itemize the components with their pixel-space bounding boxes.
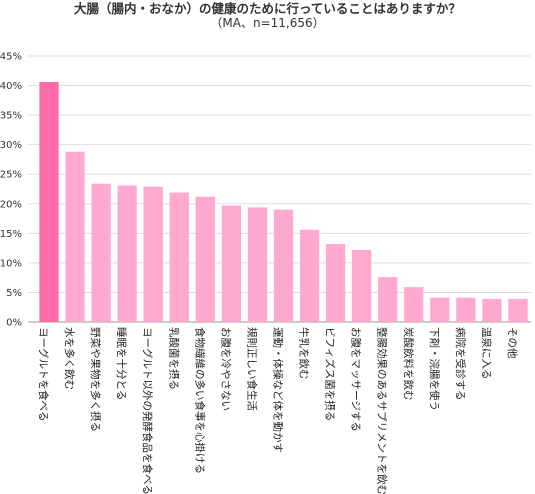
y-tick-label: 20%	[0, 199, 22, 210]
y-tick-label: 35%	[0, 111, 22, 122]
x-tick-label: 水を多く飲む	[63, 327, 76, 390]
x-tick-label: 睡眠を十分とる	[115, 327, 128, 401]
y-tick-label: 0%	[6, 318, 22, 329]
bar	[221, 205, 242, 322]
bar	[456, 297, 476, 322]
x-tick-label: 病院を受診する	[454, 327, 467, 401]
x-tick-label: 下剤・浣腸を使う	[428, 327, 441, 411]
bar	[39, 82, 59, 323]
x-tick-label: お腹を冷やさない	[219, 327, 232, 411]
bar	[325, 243, 346, 322]
bar	[169, 192, 189, 322]
x-axis-ticks: ヨーグルトを食べる 水を多く飲む 野菜や果物を多く摂る 睡眠を十分とる ヨーグルト以外の…	[37, 327, 519, 494]
bar	[299, 229, 320, 322]
bar	[273, 209, 294, 322]
y-tick-label: 25%	[0, 170, 22, 181]
x-tick-label: ビフィズス菌を摂る	[324, 327, 337, 421]
bars	[39, 82, 528, 323]
bar	[430, 297, 450, 322]
x-tick-label: 温泉に入る	[480, 327, 493, 379]
gridlines	[28, 55, 531, 323]
y-tick-label: 15%	[0, 229, 22, 240]
y-tick-label: 45%	[0, 52, 22, 63]
x-tick-label: 乳酸菌を摂る	[167, 327, 180, 390]
y-axis-ticks: 0% 5% 10% 15% 20% 25% 30% 35% 40% 45%	[0, 52, 22, 329]
x-tick-label: ヨーグルト以外の発酵食品を食べる	[141, 327, 154, 494]
bar	[117, 185, 137, 322]
bar	[378, 277, 398, 322]
y-tick-label: 5%	[6, 288, 22, 299]
x-tick-label: ヨーグルトを食べる	[37, 327, 50, 422]
x-tick-label: 整腸効果のあるサプリメントを飲む	[376, 327, 389, 494]
bar	[91, 183, 111, 322]
y-tick-label: 30%	[0, 140, 22, 151]
x-tick-label: お腹をマッサージする	[350, 327, 363, 432]
x-tick-label: 野菜や果物を多く摂る	[89, 327, 102, 432]
y-tick-label: 10%	[0, 258, 22, 269]
bar	[404, 287, 424, 322]
bar	[482, 298, 502, 322]
bar	[195, 196, 215, 322]
bar	[143, 186, 163, 322]
bar	[65, 151, 85, 322]
bar	[352, 249, 372, 322]
x-tick-label: 規則正しい食生活	[245, 327, 258, 411]
bar	[508, 298, 528, 322]
bar	[247, 207, 268, 322]
x-tick-label: 運動・体操など体を動かす	[272, 327, 285, 453]
chart-title: 大腸（腸内・おなか）の健康のために行っていることはありますか？	[74, 1, 461, 16]
chart-subtitle: （MA、n=11,656）	[210, 16, 325, 30]
x-tick-label: 炭酸飲料を飲む	[402, 327, 415, 401]
x-tick-label: 食物繊維の多い食事を心掛ける	[193, 327, 206, 474]
x-tick-label: 牛乳を飲む	[298, 327, 311, 380]
x-tick-label: その他	[506, 327, 519, 359]
y-tick-label: 40%	[0, 81, 22, 92]
